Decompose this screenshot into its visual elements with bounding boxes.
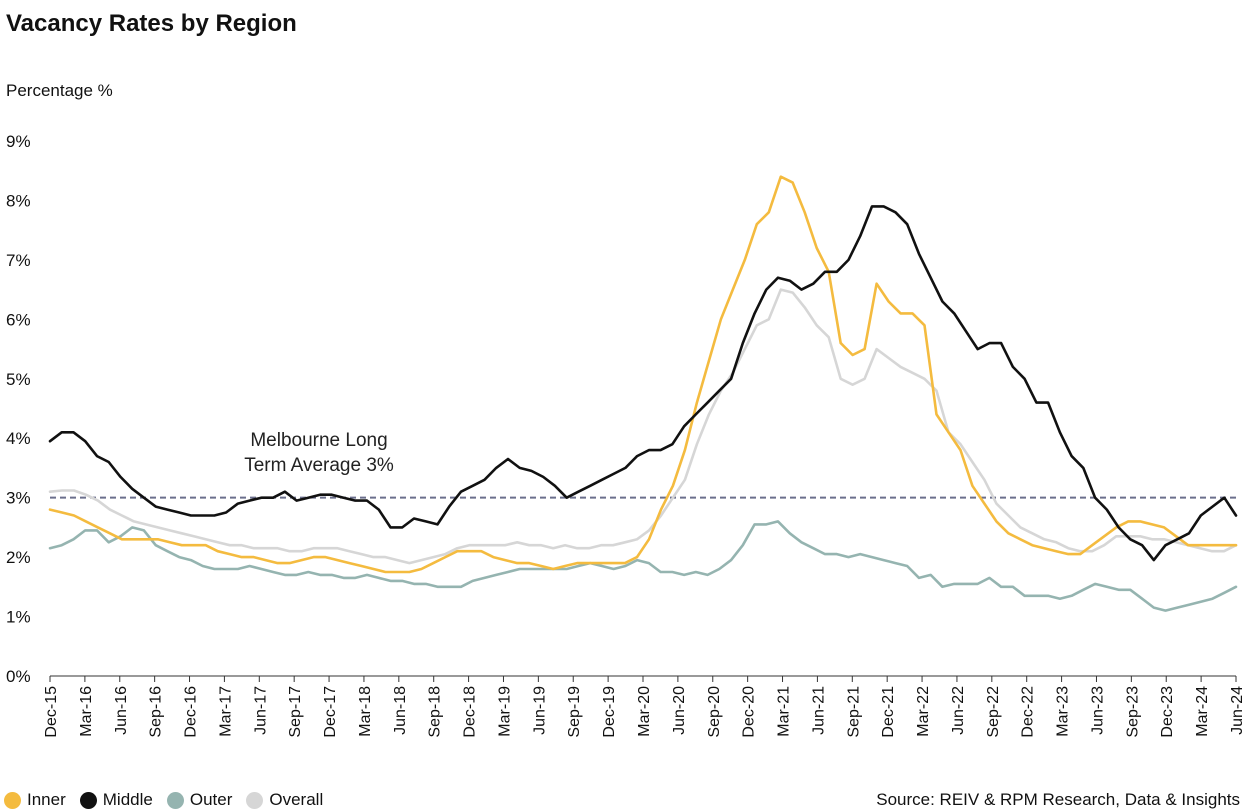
legend-item-overall: Overall (246, 790, 323, 810)
legend-label-outer: Outer (189, 790, 233, 809)
x-tick-label: Mar-18 (357, 686, 374, 737)
y-tick-label: 4% (6, 429, 31, 448)
y-tick-label: 8% (6, 191, 31, 210)
series-line-overall (48, 288, 1238, 565)
x-tick-label: Mar-21 (776, 686, 793, 737)
x-tick-label: Dec-22 (1020, 686, 1037, 738)
y-tick-label: 2% (6, 548, 31, 567)
y-tick-label: 5% (6, 370, 31, 389)
reference-line-label-1: Melbourne Long (250, 430, 387, 451)
series-line-middle (48, 205, 1238, 562)
x-tick-label: Dec-21 (880, 686, 897, 738)
x-tick-label: Sep-22 (985, 686, 1002, 738)
x-tick-label: Mar-19 (496, 686, 513, 737)
x-tick-label: Sep-19 (566, 686, 583, 738)
x-tick-label: Dec-19 (601, 686, 618, 738)
legend-item-outer: Outer (166, 790, 233, 810)
x-tick-label: Jun-21 (810, 686, 827, 735)
x-tick-label: Jun-24 (1229, 686, 1246, 735)
legend-dot-inner (4, 791, 21, 809)
legend-dot-outer (166, 791, 184, 809)
chart-title: Vacancy Rates by Region (6, 10, 297, 37)
y-tick-label: 1% (6, 608, 31, 627)
y-tick-label: 7% (6, 251, 31, 270)
legend-label-middle: Middle (102, 790, 153, 809)
x-tick-label: Sep-17 (287, 686, 304, 738)
x-tick-label: Sep-21 (845, 686, 862, 738)
y-tick-label: 0% (6, 667, 31, 686)
x-tick-label: Jun-16 (113, 686, 130, 735)
x-tick-label: Jun-17 (252, 686, 269, 735)
y-tick-label: 6% (6, 310, 31, 329)
chart-legend: Inner Middle Outer Overall (4, 790, 337, 810)
x-tick-label: Mar-17 (217, 686, 234, 737)
y-tick-label: 9% (6, 132, 31, 151)
x-tick-label: Dec-15 (43, 686, 60, 738)
x-tick-label: Dec-23 (1159, 686, 1176, 738)
x-tick-label: Mar-20 (636, 686, 653, 737)
source-note: Source: REIV & RPM Research, Data & Insi… (876, 790, 1240, 809)
x-tick-label: Mar-24 (1194, 686, 1211, 737)
x-tick-label: Mar-16 (78, 686, 95, 737)
x-tick-label: Sep-20 (706, 686, 723, 738)
legend-label-inner: Inner (27, 790, 66, 809)
legend-dot-middle (79, 791, 97, 809)
x-tick-label: Jun-22 (950, 686, 967, 735)
series-line-inner (48, 175, 1238, 574)
x-tick-label: Dec-16 (183, 686, 200, 738)
x-tick-label: Jun-18 (392, 686, 409, 735)
x-tick-label: Jun-23 (1089, 686, 1106, 735)
series-line-outer (48, 520, 1238, 612)
y-tick-label: 3% (6, 489, 31, 508)
x-tick-label: Sep-23 (1124, 686, 1141, 738)
reference-line-label-2: Term Average 3% (244, 455, 394, 476)
x-tick-label: Dec-17 (322, 686, 339, 738)
legend-item-inner: Inner (4, 790, 66, 810)
legend-item-middle: Middle (79, 790, 153, 810)
x-tick-label: Mar-22 (915, 686, 932, 737)
x-tick-label: Sep-16 (148, 686, 165, 738)
x-tick-label: Jun-20 (671, 686, 688, 735)
x-tick-label: Dec-20 (741, 686, 758, 738)
legend-label-overall: Overall (269, 790, 324, 809)
x-tick-label: Sep-18 (427, 686, 444, 738)
y-axis-label: Percentage % (6, 81, 113, 100)
x-tick-label: Dec-18 (462, 686, 479, 738)
x-tick-label: Jun-19 (531, 686, 548, 735)
legend-dot-overall (246, 791, 264, 809)
x-tick-label: Mar-23 (1055, 686, 1072, 737)
